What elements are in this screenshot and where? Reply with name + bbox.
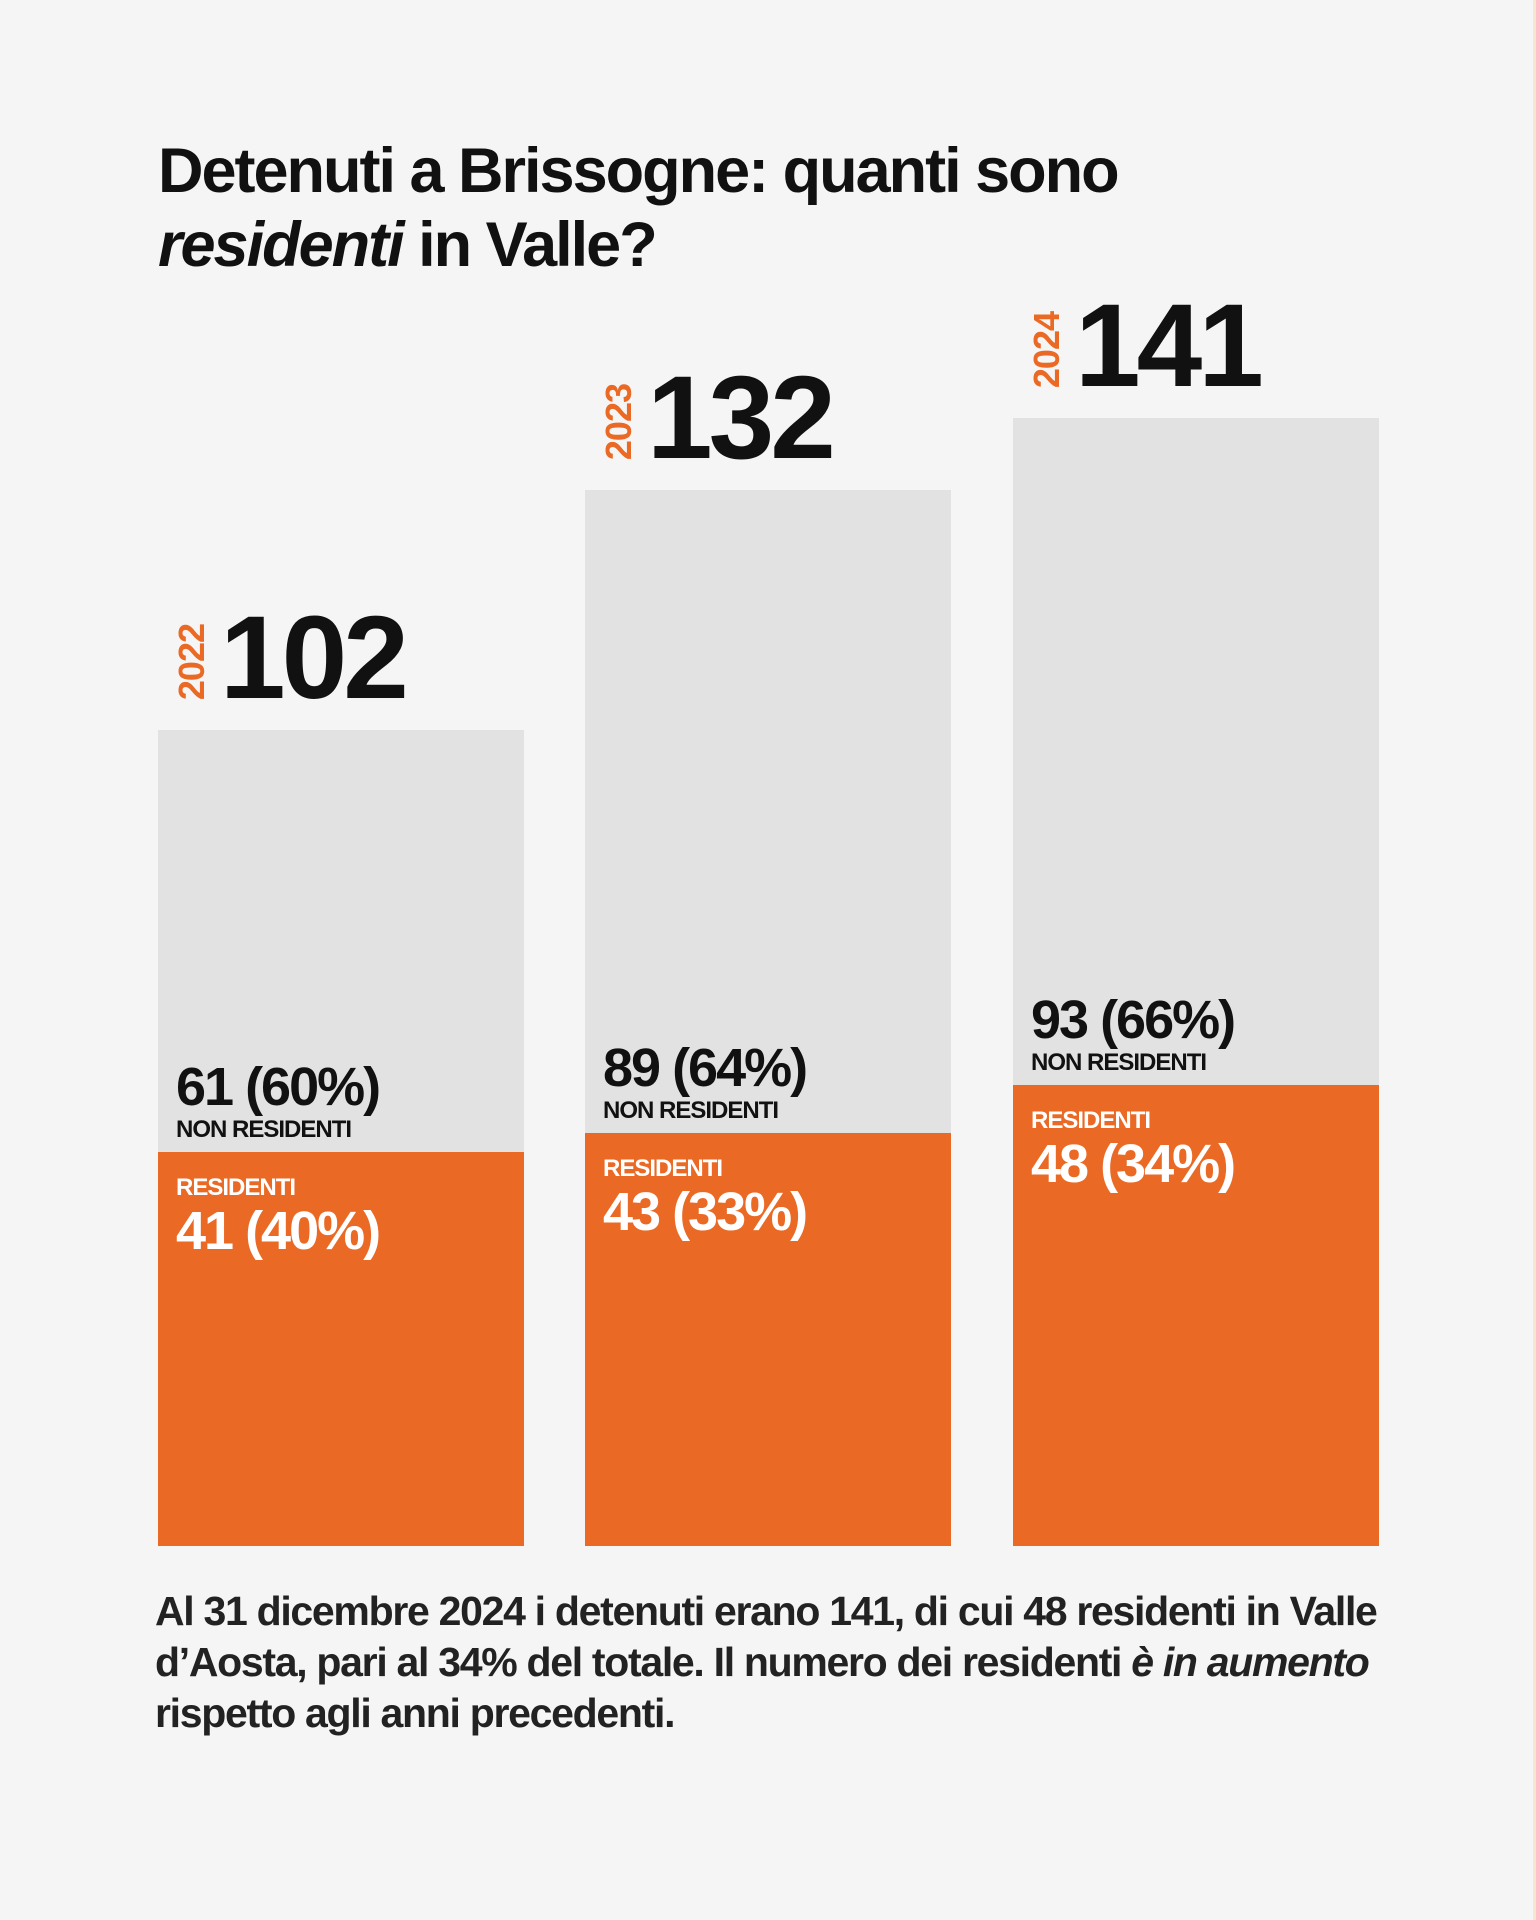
title-text: Detenuti a Brissogne: quanti sono [158, 136, 1120, 206]
bar-header: 2022 102 [171, 592, 409, 724]
non-residents-segment: 89 (64%) NON RESIDENTI [585, 490, 951, 1134]
residents-value: 43 (33%) [603, 1182, 808, 1243]
residents-label: RESIDENTI [1031, 1107, 1151, 1135]
non-residents-label: NON RESIDENTI [1031, 1049, 1207, 1077]
residents-segment: RESIDENTI 41 (40%) [158, 1152, 524, 1546]
footnote-italic: è in aumento [1131, 1639, 1370, 1685]
chart-title: Detenuti a Brissogne: quanti sono reside… [158, 134, 1358, 282]
residents-label: RESIDENTI [603, 1155, 723, 1183]
bar-header: 2023 132 [598, 352, 836, 484]
residents-segment: RESIDENTI 48 (34%) [1013, 1085, 1379, 1546]
title-italic: residenti [158, 210, 405, 280]
title-text-end: in Valle? [402, 210, 658, 280]
residents-label: RESIDENTI [176, 1174, 296, 1202]
non-residents-segment: 61 (60%) NON RESIDENTI [158, 730, 524, 1153]
year-label: 2023 [598, 383, 639, 460]
footnote-text-end: rispetto agli anni precedenti. [155, 1690, 675, 1736]
total-label: 102 [220, 592, 409, 724]
non-residents-label: NON RESIDENTI [603, 1097, 779, 1125]
bar-2024: 2024 141 93 (66%) NON RESIDENTI RESIDENTI… [1013, 287, 1379, 1546]
non-residents-value: 61 (60%) [176, 1057, 381, 1118]
bar-2022: 2022 102 61 (60%) NON RESIDENTI RESIDENTI… [158, 599, 524, 1546]
right-edge-line [1533, 0, 1536, 1920]
footnote-text: Al 31 dicembre 2024 i detenuti erano 141… [155, 1588, 1378, 1685]
non-residents-value: 89 (64%) [603, 1038, 808, 1099]
year-label: 2024 [1026, 311, 1067, 388]
year-label: 2022 [171, 623, 212, 700]
bar-header: 2024 141 [1026, 280, 1264, 412]
footnote: Al 31 dicembre 2024 i detenuti erano 141… [155, 1586, 1415, 1739]
non-residents-value: 93 (66%) [1031, 990, 1236, 1051]
non-residents-label: NON RESIDENTI [176, 1116, 352, 1144]
total-label: 132 [647, 352, 836, 484]
total-label: 141 [1075, 280, 1264, 412]
bar-2023: 2023 132 89 (64%) NON RESIDENTI RESIDENTI… [585, 359, 951, 1546]
non-residents-segment: 93 (66%) NON RESIDENTI [1013, 418, 1379, 1086]
residents-segment: RESIDENTI 43 (33%) [585, 1133, 951, 1546]
residents-value: 41 (40%) [176, 1201, 381, 1262]
residents-value: 48 (34%) [1031, 1134, 1236, 1195]
